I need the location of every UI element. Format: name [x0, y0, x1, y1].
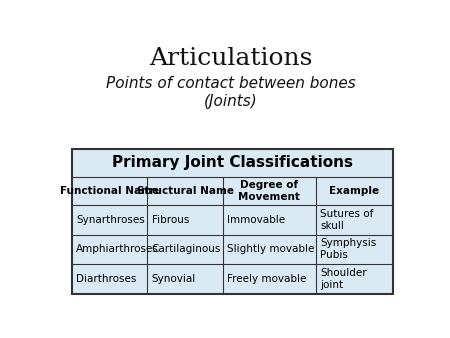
Text: Articulations: Articulations: [149, 47, 312, 70]
Text: Diarthroses: Diarthroses: [76, 274, 136, 284]
Text: Structural Name: Structural Name: [136, 186, 234, 196]
Text: Immovable: Immovable: [227, 215, 285, 225]
Text: Slightly movable: Slightly movable: [227, 244, 314, 254]
Text: Freely movable: Freely movable: [227, 274, 306, 284]
Text: Degree of
Movement: Degree of Movement: [238, 180, 300, 202]
Text: Amphiarthroses: Amphiarthroses: [76, 244, 159, 254]
Text: Points of contact between bones
(Joints): Points of contact between bones (Joints): [106, 76, 356, 109]
Text: Shoulder
joint: Shoulder joint: [320, 268, 367, 290]
Text: Fibrous: Fibrous: [152, 215, 189, 225]
Text: Example: Example: [329, 186, 379, 196]
Text: Cartilaginous: Cartilaginous: [152, 244, 221, 254]
Text: Primary Joint Classifications: Primary Joint Classifications: [112, 155, 353, 170]
Text: Synovial: Synovial: [152, 274, 196, 284]
Text: Functional Name: Functional Name: [60, 186, 159, 196]
Text: Synarthroses: Synarthroses: [76, 215, 145, 225]
Text: Symphysis
Pubis: Symphysis Pubis: [320, 238, 376, 260]
FancyBboxPatch shape: [72, 149, 393, 294]
Text: Sutures of
skull: Sutures of skull: [320, 209, 374, 231]
